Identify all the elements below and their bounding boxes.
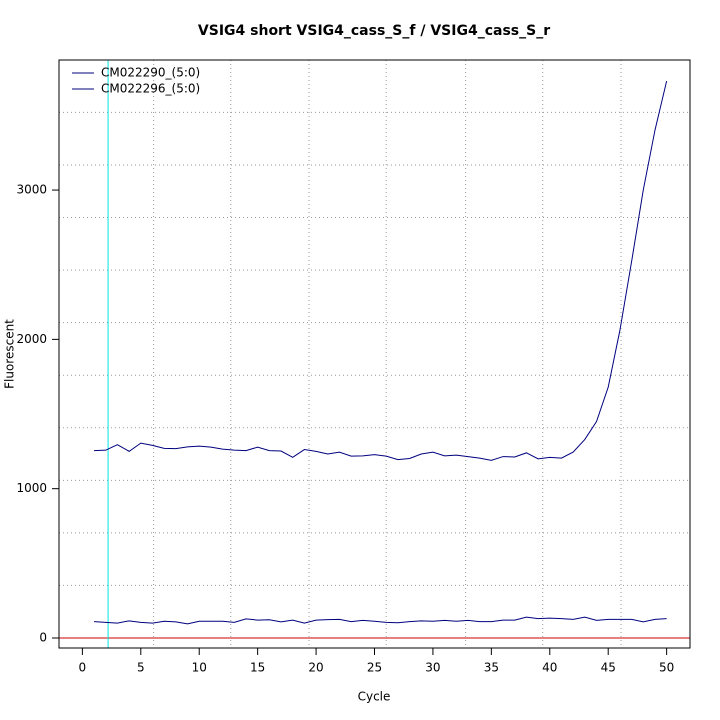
legend-label: CM022290_(5:0): [101, 66, 200, 80]
chart-title: VSIG4 short VSIG4_cass_S_f / VSIG4_cass_…: [198, 23, 550, 39]
x-axis-label: Cycle: [358, 690, 391, 704]
x-tick-label: 20: [308, 661, 323, 675]
x-tick-label: 5: [137, 661, 145, 675]
x-tick-label: 50: [659, 661, 674, 675]
y-tick-label: 1000: [16, 481, 47, 495]
series-line: [94, 616, 667, 625]
y-axis-label: Fluorescent: [3, 319, 17, 389]
x-tick-label: 45: [601, 661, 616, 675]
legend-label: CM022296_(5:0): [101, 82, 200, 96]
y-tick-label: 3000: [16, 183, 47, 197]
x-tick-label: 15: [250, 661, 265, 675]
x-tick-label: 30: [425, 661, 440, 675]
x-tick-label: 10: [192, 661, 207, 675]
y-tick-label: 0: [39, 630, 47, 644]
x-tick-label: 35: [484, 661, 499, 675]
series-line: [94, 80, 668, 461]
x-tick-label: 0: [79, 661, 87, 675]
y-tick-label: 2000: [16, 332, 47, 346]
plot-frame: [58, 59, 691, 649]
x-tick-label: 25: [367, 661, 382, 675]
x-tick-label: 40: [542, 661, 557, 675]
